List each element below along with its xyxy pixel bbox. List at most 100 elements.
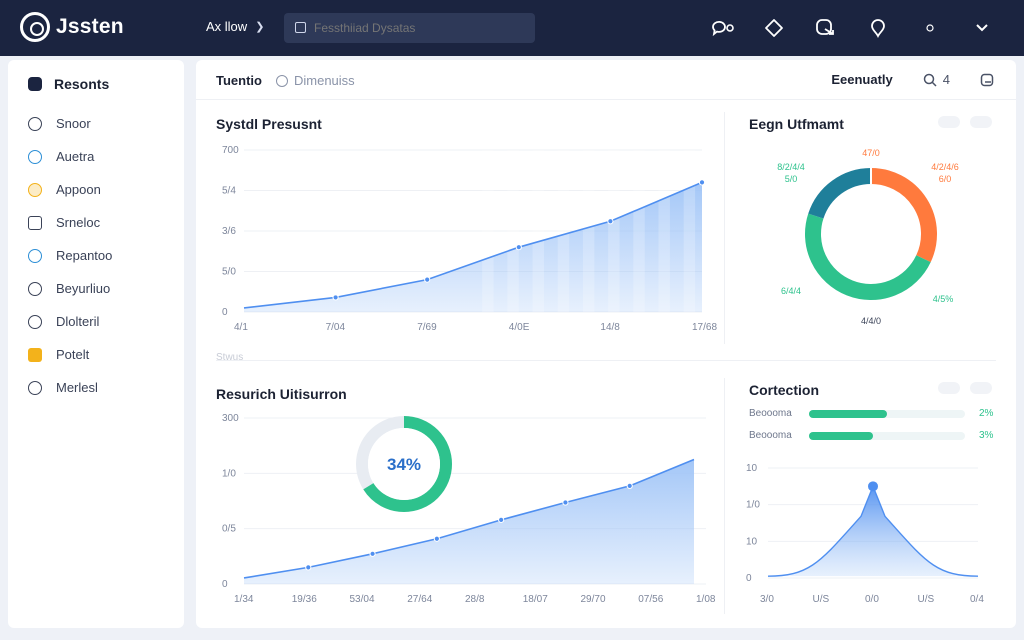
donut-slice[interactable] — [808, 168, 872, 219]
app-name: Jssten — [56, 15, 124, 38]
panel2-option-1[interactable] — [938, 116, 960, 128]
area-stripe — [658, 150, 670, 312]
panel-divider — [724, 112, 725, 344]
sidebar-item-5[interactable]: Beyurliuo — [28, 281, 110, 296]
panel2-option-2[interactable] — [970, 116, 992, 128]
pin-icon — [28, 182, 42, 197]
chat-icon[interactable] — [710, 16, 734, 40]
filter-button[interactable]: Eeenuatly — [831, 72, 893, 87]
zoom-control[interactable]: 4 — [923, 72, 950, 87]
panel2-title: Eegn Utfmamt — [749, 116, 844, 132]
sidebar-item-label: Merlesl — [56, 380, 98, 395]
search-box[interactable] — [284, 13, 535, 43]
y-tick-label: 5/0 — [222, 267, 236, 278]
donut-label-right-a: 4/2/4/6 — [931, 162, 959, 172]
data-point[interactable] — [433, 535, 440, 542]
sidebar-item-label: Appoon — [56, 182, 101, 197]
series-line — [243, 181, 703, 309]
data-point[interactable] — [305, 564, 312, 571]
bell-icon[interactable] — [866, 16, 890, 40]
clock-icon — [28, 248, 42, 263]
nav-chevron-icon: ❯ — [255, 21, 265, 33]
area-stripe — [557, 150, 570, 312]
donut-label-top: 47/0 — [862, 148, 880, 158]
donut-slice[interactable] — [805, 213, 931, 300]
data-point[interactable] — [369, 550, 376, 557]
panel4-title: Cortection — [749, 382, 819, 398]
sidebar-item-1[interactable]: Auetra — [28, 149, 94, 164]
logo-icon — [20, 12, 50, 42]
box-icon — [28, 215, 42, 230]
panel4-option-1[interactable] — [938, 382, 960, 394]
x-tick-label: 1/08 — [696, 594, 716, 605]
data-point[interactable] — [498, 516, 505, 523]
progress-row-label: Beoooma — [749, 408, 792, 419]
sidebar-item-2[interactable]: Appoon — [28, 182, 101, 197]
sidebar-item-7[interactable]: Potelt — [28, 347, 89, 362]
circle-icon — [275, 74, 288, 87]
donut-label-bottom-right: 4/5% — [933, 294, 954, 304]
x-tick-label: 1/34 — [234, 594, 254, 605]
x-tick-label: 0/4 — [970, 594, 984, 605]
area-stripe — [582, 150, 595, 312]
tab-dimenuiss[interactable]: Dimenuiss — [275, 73, 355, 88]
top-bar: Jssten Ax llow ❯ — [0, 0, 1024, 56]
sidebar-item-8[interactable]: Merlesl — [28, 380, 98, 395]
diamond-icon[interactable] — [762, 16, 786, 40]
sidebar-item-label: Repantoo — [56, 248, 113, 263]
progress-fill — [809, 409, 887, 418]
donut-slice[interactable] — [870, 168, 937, 263]
x-tick-label: 14/8 — [600, 322, 620, 333]
export-icon[interactable] — [980, 73, 994, 87]
area-stripe — [633, 150, 645, 312]
nav-label: Ax llow — [206, 19, 248, 34]
x-tick-label: 7/69 — [417, 322, 437, 333]
progress-center — [368, 428, 440, 500]
tab-tuentio[interactable]: Tuentio — [216, 73, 262, 88]
x-tick-label: 3/0 — [760, 594, 774, 605]
data-point[interactable] — [424, 276, 431, 283]
share-icon[interactable] — [814, 16, 838, 40]
target-icon — [28, 149, 42, 164]
area-fill — [244, 182, 702, 312]
sidebar-header[interactable]: Resonts — [28, 76, 109, 92]
panel2-donut: 47/0 8/2/4/4 5/0 4/2/4/6 6/0 6/4/4 4/5% 4/4/0 — [777, 148, 959, 326]
y-tick-label: 0 — [222, 307, 228, 318]
nav-menu[interactable]: Ax llow ❯ — [206, 19, 264, 34]
series-line — [243, 458, 695, 579]
search-icon — [295, 22, 306, 33]
sidebar-item-0[interactable]: Snoor — [28, 116, 91, 131]
data-point[interactable] — [698, 179, 706, 186]
app-logo[interactable]: Jssten — [20, 12, 124, 42]
x-tick-label: U/S — [918, 594, 935, 605]
peak-area — [768, 486, 978, 577]
sidebar-item-6[interactable]: Dlolteril — [28, 314, 99, 329]
sidebar-item-4[interactable]: Repantoo — [28, 248, 112, 263]
y-tick-label: 1/0 — [222, 468, 236, 479]
data-point[interactable] — [515, 244, 522, 251]
search-input[interactable] — [314, 21, 524, 35]
y-tick-label: 300 — [222, 413, 239, 424]
y-tick-label: 5/4 — [222, 186, 236, 197]
x-tick-label: 7/04 — [326, 322, 346, 333]
panel-divider-2 — [724, 378, 725, 614]
sidebar-item-label: Potelt — [56, 347, 90, 362]
panel1-footnote: Stwus — [216, 352, 244, 363]
data-point[interactable] — [562, 499, 569, 506]
sidebar-item-3[interactable]: Srneloc — [28, 215, 100, 230]
chevron-down-icon[interactable] — [970, 16, 994, 40]
panel4-option-2[interactable] — [970, 382, 992, 394]
data-point[interactable] — [607, 218, 614, 225]
x-tick-label: U/S — [813, 594, 830, 605]
chat-icon — [28, 380, 42, 395]
panel3-chart: 300 1/0 0/5 0 1/34 19/36 53/04 27/64 28/8 18/07 29… — [222, 413, 716, 605]
x-tick-label: 07/56 — [638, 594, 663, 605]
donut-label-bottom-left: 6/4/4 — [781, 286, 801, 296]
settings-dot-icon[interactable] — [918, 16, 942, 40]
data-point[interactable] — [626, 482, 633, 490]
donut-label-right-b: 6/0 — [939, 174, 952, 184]
peak-marker[interactable] — [868, 481, 878, 492]
data-point[interactable] — [332, 294, 339, 301]
progress-row: Beoooma 2% — [749, 408, 993, 419]
x-tick-label: 4/1 — [234, 322, 248, 333]
